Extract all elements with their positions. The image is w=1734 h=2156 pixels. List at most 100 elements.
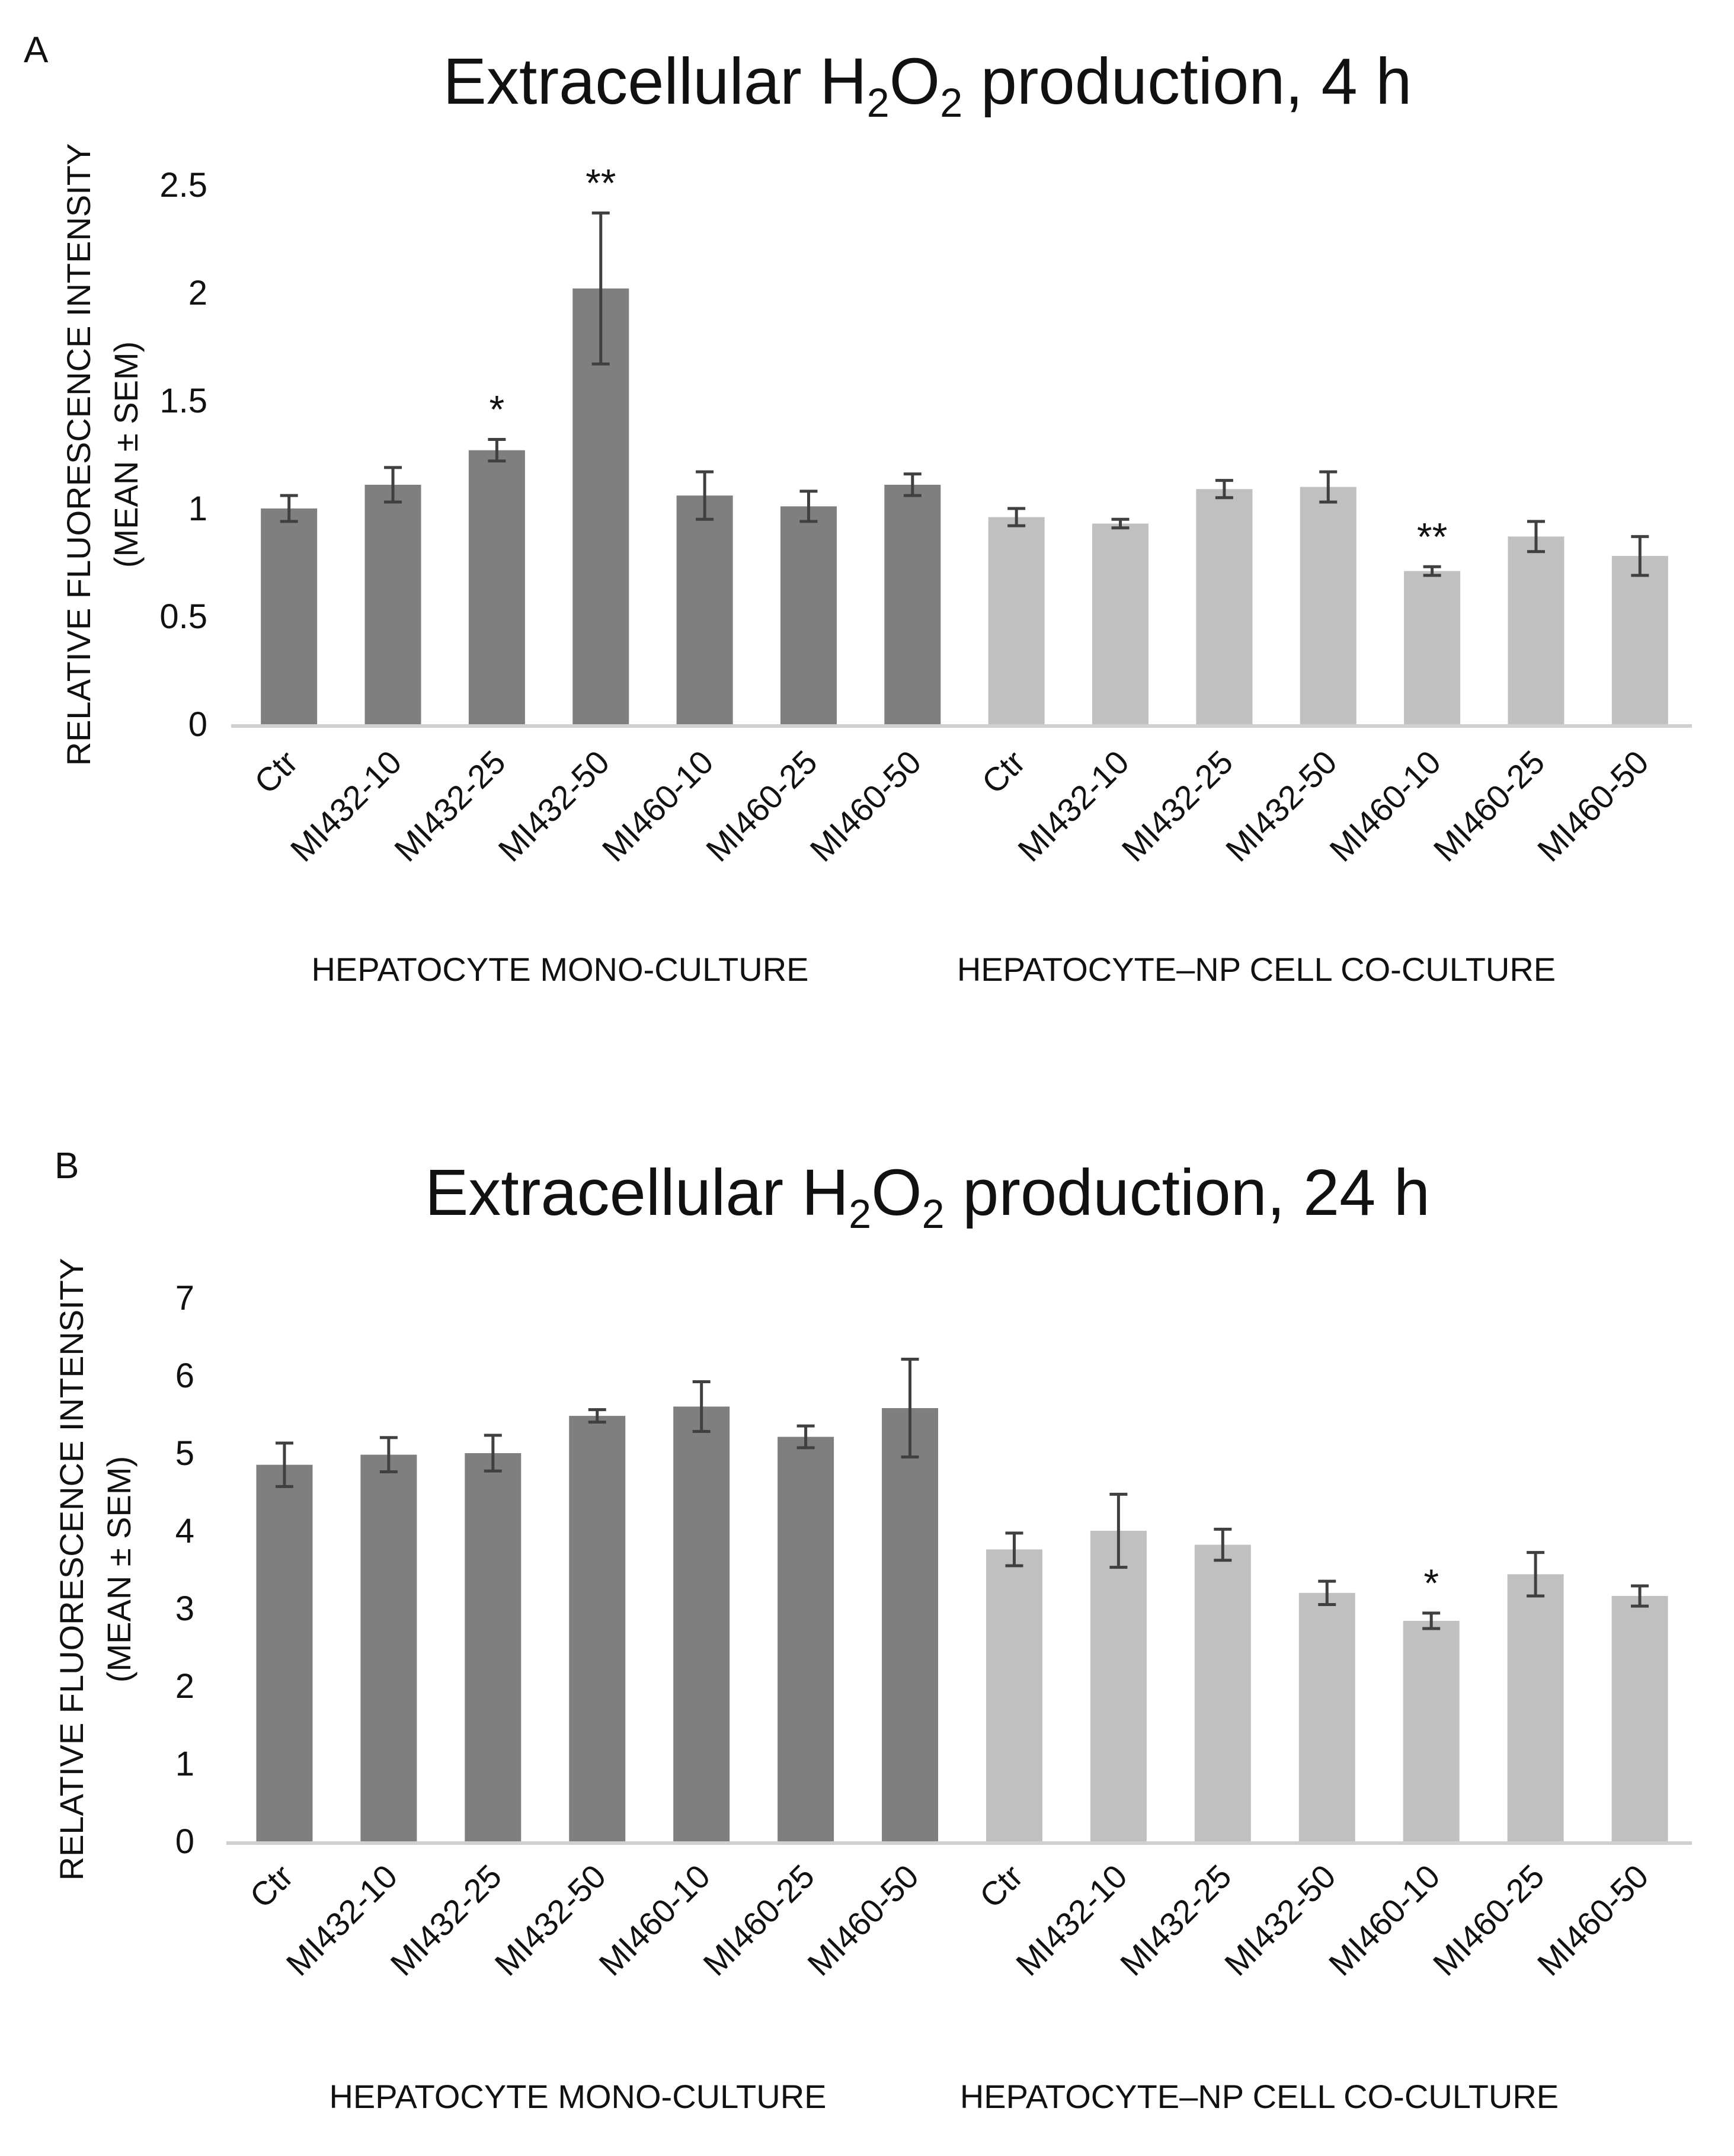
bar [364, 484, 421, 724]
x-tick-label: MI460-25 [1426, 743, 1552, 869]
y-tick-label: 0 [188, 705, 207, 744]
x-tick-label: MI460-25 [1426, 1857, 1551, 1983]
bar [778, 1437, 834, 1841]
x-tick-label: Ctr [242, 1857, 300, 1915]
error-bar [799, 490, 818, 523]
x-tick-label: Ctr [247, 743, 305, 801]
significance-marker: ** [1417, 514, 1447, 558]
error-bar [1631, 535, 1649, 577]
bar [261, 508, 318, 724]
error-bar [1319, 470, 1338, 504]
error-bar [1318, 1579, 1336, 1606]
bar [884, 484, 941, 724]
x-tick-label: MI432-50 [487, 1857, 613, 1983]
y-tick-label: 2 [175, 1667, 194, 1706]
significance-marker: * [1423, 1561, 1439, 1605]
x-tick-label: MI460-10 [1322, 743, 1448, 869]
x-tick-label: MI432-50 [1218, 743, 1344, 869]
bar [1404, 571, 1461, 724]
y-axis-subtitle: (MEAN ± SEM) [100, 1456, 137, 1682]
error-bar [591, 211, 610, 366]
bar [468, 450, 525, 724]
bar [1611, 556, 1668, 724]
error-bar [1109, 1492, 1128, 1569]
error-bar [1527, 520, 1545, 554]
y-tick-label: 1.5 [159, 382, 207, 420]
error-bar [1422, 1611, 1441, 1630]
y-axis-title: RELATIVE FLUORESCENCE INTENSITY [53, 1258, 90, 1881]
y-axis-title: RELATIVE FLUORESCENCE INTENSITY [60, 143, 97, 766]
y-tick-label: 3 [175, 1589, 194, 1628]
error-bar [901, 1357, 919, 1459]
panel-a: A Extracellular H2O2 production, 4 h 0 0.5 1… [24, 30, 1692, 988]
y-tick-label: 1 [175, 1745, 194, 1783]
x-tick-label: MI432-50 [1217, 1857, 1343, 1983]
x-tick-label: MI460-50 [1530, 743, 1656, 869]
y-tick-label: 0.5 [159, 597, 207, 636]
error-bar [796, 1424, 815, 1450]
bar [1508, 536, 1565, 724]
y-tick-label: 2.5 [159, 166, 207, 204]
error-bar [1214, 1527, 1232, 1562]
y-tick-label: 4 [175, 1512, 194, 1550]
chart-title: Extracellular H2O2 production, 24 h [425, 1156, 1430, 1237]
x-tick-label: MI460-50 [802, 743, 928, 869]
error-bar [692, 1380, 711, 1433]
bar [988, 517, 1045, 724]
x-tick-label: MI460-10 [591, 1857, 717, 1983]
error-bar [1631, 1584, 1649, 1608]
chart-title: Extracellular H2O2 production, 4 h [443, 45, 1412, 126]
x-tick-label: MI460-50 [1530, 1857, 1656, 1983]
x-tick-label: Ctr [972, 1857, 1030, 1915]
x-tick-label: MI460-10 [1322, 1857, 1447, 1983]
bar [986, 1549, 1042, 1841]
bar [1611, 1596, 1668, 1841]
y-tick-label: 2 [188, 274, 207, 312]
panel-b: B Extracellular H2O2 production, 24 h 0 1 2 3… [53, 1146, 1692, 2115]
bar [256, 1464, 313, 1841]
bar [1092, 523, 1149, 724]
y-axis-subtitle: (MEAN ± SEM) [107, 341, 145, 568]
x-tick-label: MI460-25 [699, 743, 824, 869]
error-bar [1527, 1551, 1545, 1598]
bar [465, 1453, 522, 1841]
error-bar [1005, 1531, 1023, 1568]
bar [1403, 1620, 1460, 1841]
y-tick-label: 6 [175, 1357, 194, 1395]
bar [780, 506, 837, 724]
bar [676, 495, 733, 724]
group-label: HEPATOCYTE–NP CELL CO-CULTURE [957, 951, 1556, 988]
panel-label: B [55, 1146, 79, 1186]
x-tick-label: MI432-10 [279, 1857, 405, 1983]
y-tick-label: 7 [175, 1279, 194, 1317]
error-bar [696, 470, 714, 521]
x-tick-label: MI432-10 [283, 743, 409, 869]
x-tick-label: MI460-10 [595, 743, 721, 869]
error-bar [280, 494, 298, 523]
x-tick-label: Ctr [974, 743, 1032, 801]
error-bar [903, 472, 922, 497]
error-bar [1215, 479, 1233, 500]
bar [1298, 1592, 1355, 1841]
significance-marker: * [490, 388, 505, 431]
x-tick-label: MI460-25 [696, 1857, 821, 1983]
group-label: HEPATOCYTE MONO-CULTURE [329, 2078, 826, 2115]
bar [1194, 1544, 1251, 1841]
bar [882, 1408, 939, 1841]
bar [1090, 1531, 1147, 1841]
x-tick-label: MI432-10 [1010, 743, 1136, 869]
bar [1507, 1574, 1564, 1841]
y-tick-label: 0 [175, 1822, 194, 1861]
x-tick-label: MI432-25 [1115, 743, 1240, 869]
error-bar [1423, 565, 1441, 577]
x-tick-label: MI432-25 [383, 1857, 508, 1983]
bar [569, 1416, 626, 1841]
bar [1300, 487, 1357, 724]
group-label: HEPATOCYTE–NP CELL CO-CULTURE [960, 2078, 1559, 2115]
panel-label: A [24, 30, 49, 71]
error-bar [384, 466, 402, 504]
bar [360, 1454, 417, 1841]
x-tick-label: MI432-50 [491, 743, 616, 869]
bar [673, 1406, 730, 1841]
